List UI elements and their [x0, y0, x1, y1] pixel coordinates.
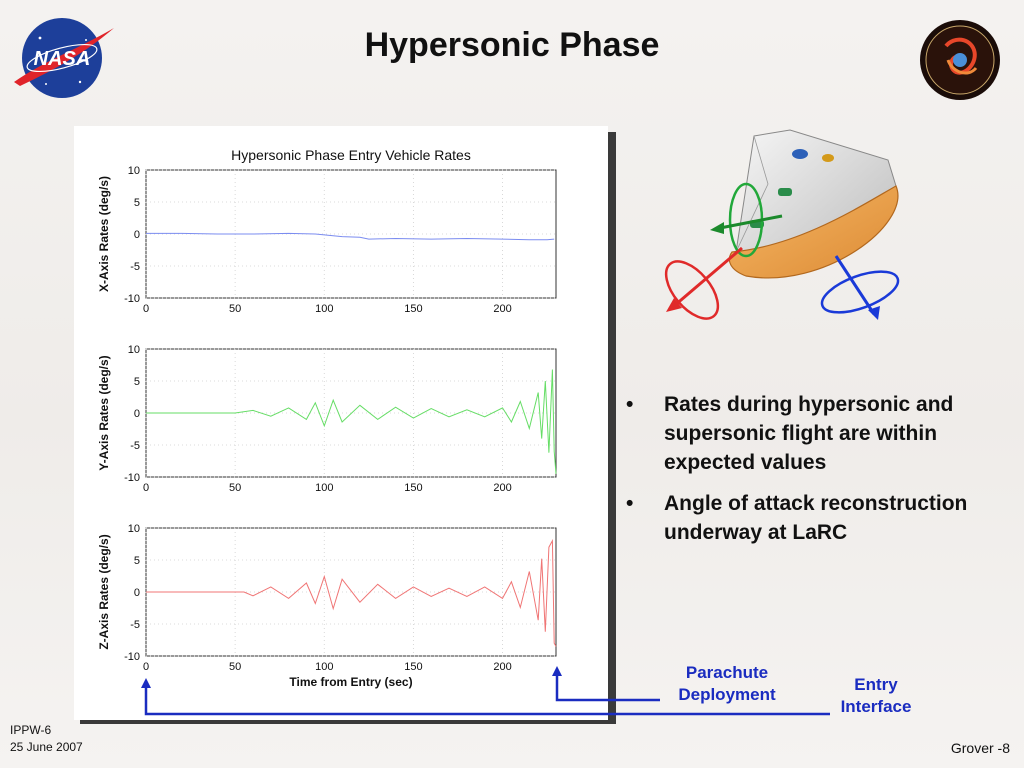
x-tick-label: 200	[493, 303, 511, 315]
bullet-text: Rates during hypersonic and supersonic f…	[664, 393, 954, 474]
bullet-item: • Rates during hypersonic and supersonic…	[626, 390, 1006, 477]
x-tick-label: 50	[229, 482, 241, 494]
x-tick-label: 0	[143, 303, 149, 315]
x-tick-label: 0	[143, 661, 149, 673]
footer-meta: IPPW-6 25 June 2007	[10, 722, 83, 756]
y-tick-label: -5	[130, 440, 140, 452]
y-tick-label: -10	[124, 293, 140, 305]
y-tick-label: 10	[128, 165, 140, 177]
bullet-marker: •	[626, 393, 634, 416]
y-axis-label: X-Axis Rates (deg/s)	[97, 176, 111, 292]
svg-text:NASA: NASA	[34, 48, 91, 70]
y-tick-label: -10	[124, 472, 140, 484]
x-tick-label: 50	[229, 303, 241, 315]
entry-interface-label: Entry Interface	[840, 675, 912, 716]
y-tick-label: 5	[134, 376, 140, 388]
x-tick-label: 100	[315, 661, 333, 673]
x-tick-label: 100	[315, 303, 333, 315]
y-axis-label: Z-Axis Rates (deg/s)	[97, 534, 111, 649]
y-tick-label: 5	[134, 197, 140, 209]
parachute-deployment-label: Parachute Deployment	[678, 663, 776, 704]
footer-conference: IPPW-6	[10, 723, 52, 737]
chart-panel: 0 50 100 150 200 10 5 0 -5 -10 X-Axis Rates (deg/s…	[74, 126, 608, 720]
x-axis-label: Time from Entry (sec)	[289, 675, 412, 689]
x-tick-label: 200	[493, 482, 511, 494]
nasa-logo: NASA	[14, 18, 114, 98]
x-tick-label: 0	[143, 482, 149, 494]
x-tick-label: 150	[404, 661, 422, 673]
y-tick-label: -5	[130, 619, 140, 631]
x-tick-label: 150	[404, 303, 422, 315]
page-title: Hypersonic Phase	[364, 26, 660, 64]
y-tick-label: 10	[128, 523, 140, 535]
chart-title: Hypersonic Phase Entry Vehicle Rates	[231, 147, 471, 163]
y-tick-label: 5	[134, 555, 140, 567]
x-tick-label: 50	[229, 661, 241, 673]
bullet-item: • Angle of attack reconstruction underwa…	[626, 489, 1006, 547]
y-axis-label: Y-Axis Rates (deg/s)	[97, 355, 111, 470]
x-tick-label: 200	[493, 661, 511, 673]
footer-page-number: Grover -8	[950, 740, 1010, 756]
footer-date: 25 June 2007	[10, 740, 83, 754]
x-tick-label: 150	[404, 482, 422, 494]
series-line	[146, 538, 557, 647]
bullet-text: Angle of attack reconstruction underway …	[664, 492, 968, 544]
x-tick-label: 100	[315, 482, 333, 494]
series-line	[146, 369, 557, 474]
bullet-list: • Rates during hypersonic and supersonic…	[626, 390, 1006, 559]
y-tick-label: -10	[124, 651, 140, 663]
series-line	[146, 232, 555, 241]
phoenix-logo	[920, 20, 1000, 100]
y-tick-label: 10	[128, 344, 140, 356]
entry-capsule-illustration	[664, 129, 900, 320]
y-tick-label: 0	[134, 587, 140, 599]
y-tick-label: 0	[134, 408, 140, 420]
y-tick-label: 0	[134, 229, 140, 241]
bullet-marker: •	[626, 492, 634, 515]
y-tick-label: -5	[130, 261, 140, 273]
